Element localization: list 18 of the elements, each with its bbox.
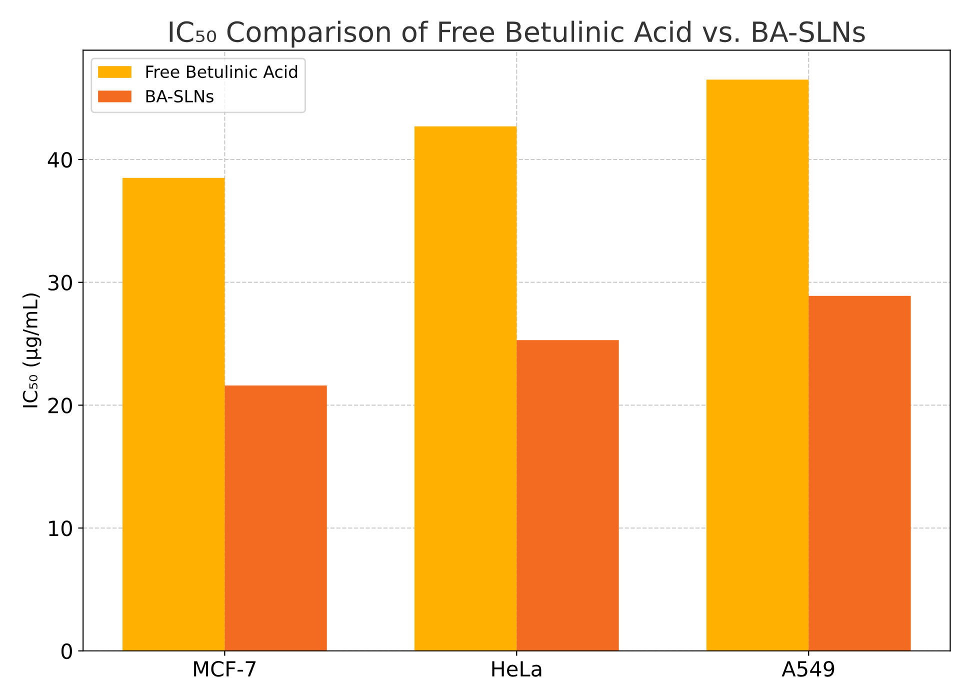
bar: [808, 296, 911, 651]
bar: [122, 178, 225, 651]
y-tick-label: 30: [48, 274, 72, 291]
y-tick-label: 40: [48, 152, 72, 168]
y-tick-label: 0: [61, 643, 72, 660]
y-tick-label: 20: [48, 398, 72, 414]
bar: [516, 340, 619, 651]
bar: [414, 126, 517, 651]
bar: [706, 80, 809, 651]
y-axis-title: IC₅₀ (µg/mL): [22, 294, 42, 408]
x-tick-label: HeLa: [492, 661, 542, 677]
x-tick-label: A549: [782, 660, 834, 677]
chart-title: IC₅₀ Comparison of Free Betulinic Acid vs. BA-SLNs: [170, 20, 865, 48]
legend-label: Free Betulinic Acid: [146, 65, 298, 78]
y-tick-label: 10: [49, 520, 72, 536]
legend-label: BA-SLNs: [146, 90, 214, 103]
x-tick-label: MCF-7: [194, 660, 256, 677]
bar: [224, 386, 327, 651]
